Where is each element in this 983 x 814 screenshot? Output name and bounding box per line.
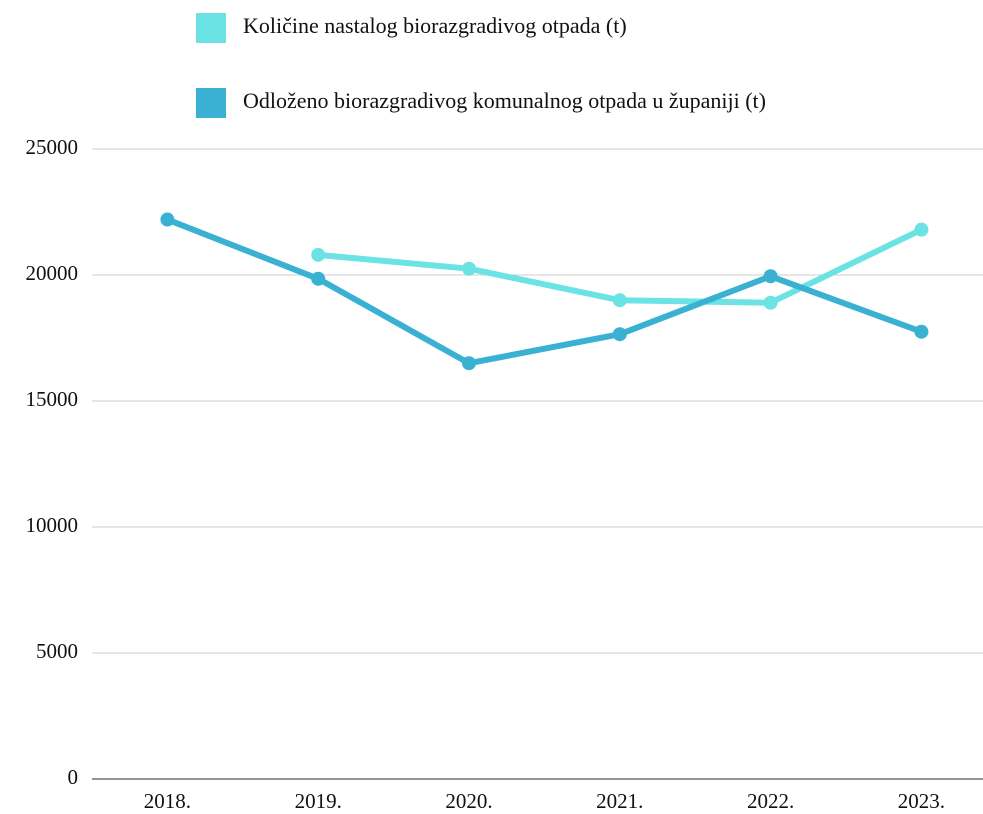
y-tick-label: 10000 <box>26 513 79 537</box>
data-point <box>914 324 929 339</box>
x-tick-label: 2019. <box>295 789 342 813</box>
legend-text: Odloženo biorazgradivog komunalnog otpad… <box>243 88 766 113</box>
y-tick-label: 0 <box>68 765 79 789</box>
data-point <box>612 293 627 308</box>
data-point <box>160 212 175 227</box>
legend-swatch <box>196 13 226 43</box>
x-tick-label: 2021. <box>596 789 643 813</box>
series-line <box>166 216 923 367</box>
data-point <box>763 269 778 284</box>
x-tick-label: 2022. <box>747 789 794 813</box>
legend-text: Količine nastalog biorazgradivog otpada … <box>243 13 627 38</box>
y-tick-label: 5000 <box>36 639 78 663</box>
data-point <box>612 327 627 342</box>
data-point <box>462 261 476 276</box>
data-point <box>462 356 476 371</box>
data-point <box>311 247 326 262</box>
y-tick-label: 15000 <box>26 387 79 411</box>
data-point <box>914 222 929 237</box>
y-tick-label: 20000 <box>26 261 79 285</box>
data-point <box>311 271 326 286</box>
x-tick-label: 2023. <box>898 789 945 813</box>
legend-swatch <box>196 88 226 118</box>
x-tick-label: 2020. <box>445 789 492 813</box>
y-tick-label: 25000 <box>26 135 79 159</box>
x-tick-label: 2018. <box>144 789 191 813</box>
data-point <box>763 295 778 310</box>
series-line <box>317 226 923 306</box>
